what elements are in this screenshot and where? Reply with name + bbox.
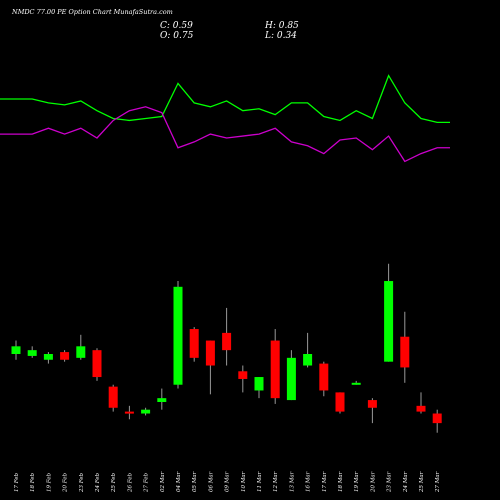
candle-14	[222, 307, 232, 366]
candle-body	[189, 329, 199, 358]
x-tick-label: 18 Mar	[338, 471, 344, 492]
candle-9	[141, 407, 151, 416]
candle-body	[205, 340, 215, 366]
candle-body	[254, 377, 264, 391]
candle-body	[303, 354, 313, 366]
x-axis-ticks: 17 Feb 18 Feb 19 Feb 20 Feb 23 Feb 24 Feb 25 F…	[14, 471, 441, 493]
candle-21	[335, 392, 345, 414]
lower-line-layer	[0, 106, 450, 163]
x-tick-label: 18 Feb	[30, 472, 36, 492]
candle-body	[270, 340, 280, 399]
candle-body	[400, 336, 410, 368]
candle-6	[92, 348, 102, 381]
candle-body	[43, 354, 53, 360]
x-tick-label: 20 Mar	[370, 471, 376, 493]
x-tick-label: 17 Mar	[322, 471, 328, 492]
x-tick-label: 24 Mar	[403, 471, 409, 493]
candle-10	[157, 388, 167, 410]
candle-body	[60, 352, 70, 360]
candle-body	[335, 392, 345, 412]
x-tick-label: 09 Mar	[225, 471, 231, 492]
low-label: L: 0.34	[264, 31, 297, 41]
candle-11	[173, 281, 183, 389]
x-tick-label: 13 Mar	[289, 471, 295, 492]
x-tick-label: 02 Mar	[160, 471, 166, 492]
open-label: O: 0.75	[160, 31, 194, 41]
candle-17	[270, 329, 280, 404]
x-tick-label: 27 Feb	[144, 472, 150, 493]
candle-25	[400, 311, 410, 383]
candle-4	[60, 350, 70, 362]
candle-16	[254, 377, 264, 399]
candle-body	[27, 350, 37, 356]
candle-body	[108, 386, 118, 408]
x-tick-label: 10 Mar	[241, 471, 247, 492]
candle-body	[157, 398, 167, 402]
candle-27	[432, 409, 442, 433]
candle-body	[432, 413, 442, 424]
candle-23	[367, 398, 377, 424]
candle-7	[108, 384, 118, 412]
candle-body	[11, 346, 21, 354]
candle-5	[76, 334, 86, 360]
x-tick-label: 26 Feb	[127, 472, 133, 493]
candle-1	[11, 340, 21, 360]
x-tick-label: 05 Mar	[192, 471, 198, 492]
candle-2	[27, 346, 37, 358]
x-tick-label: 23 Feb	[79, 472, 85, 493]
x-tick-label: 19 Mar	[354, 471, 360, 492]
candle-22	[351, 380, 361, 385]
high-label: H: 0.85	[264, 21, 299, 31]
candle-15	[238, 365, 248, 393]
x-tick-label: 17 Feb	[14, 472, 20, 492]
x-tick-label: 11 Mar	[257, 471, 263, 492]
series-line-1	[0, 74, 450, 124]
x-tick-label: 25 Feb	[111, 472, 117, 493]
candle-layer	[11, 263, 442, 433]
candle-13	[205, 340, 215, 395]
candle-body	[76, 346, 86, 358]
candle-3	[43, 352, 53, 364]
series-line-2	[0, 106, 450, 163]
x-tick-label: 24 Feb	[95, 472, 101, 493]
x-tick-label: 27 Mar	[435, 471, 441, 493]
x-tick-label: 12 Mar	[273, 471, 279, 492]
upper-line-layer	[0, 74, 450, 124]
candle-body	[222, 332, 232, 351]
candle-body	[141, 409, 151, 414]
candle-24	[384, 263, 394, 362]
x-tick-label: 20 Feb	[63, 472, 69, 493]
candle-26	[416, 392, 426, 414]
chart-title: NMDC 77.00 PE Option Chart MunafaSutra.c…	[11, 8, 173, 16]
candle-19	[303, 332, 313, 368]
x-tick-label: 16 Mar	[306, 471, 312, 492]
candle-body	[238, 371, 248, 379]
close-label: C: 0.59	[160, 21, 193, 31]
x-tick-label: 25 Mar	[419, 471, 425, 493]
candle-12	[189, 327, 199, 362]
candle-18	[286, 350, 296, 401]
candle-body	[367, 400, 377, 408]
x-tick-label: 06 Mar	[208, 471, 214, 492]
candle-20	[319, 361, 329, 397]
candle-body	[286, 357, 296, 401]
candle-body	[124, 411, 134, 414]
candle-body	[416, 405, 426, 412]
candle-body	[384, 281, 394, 362]
x-tick-label: 04 Mar	[176, 471, 182, 492]
candle-body	[351, 382, 361, 385]
candle-body	[319, 363, 329, 391]
candle-body	[173, 286, 183, 385]
candle-body	[92, 350, 102, 378]
candle-8	[124, 405, 134, 420]
x-tick-label: 19 Feb	[46, 472, 52, 492]
x-tick-label: 23 Mar	[387, 471, 393, 493]
